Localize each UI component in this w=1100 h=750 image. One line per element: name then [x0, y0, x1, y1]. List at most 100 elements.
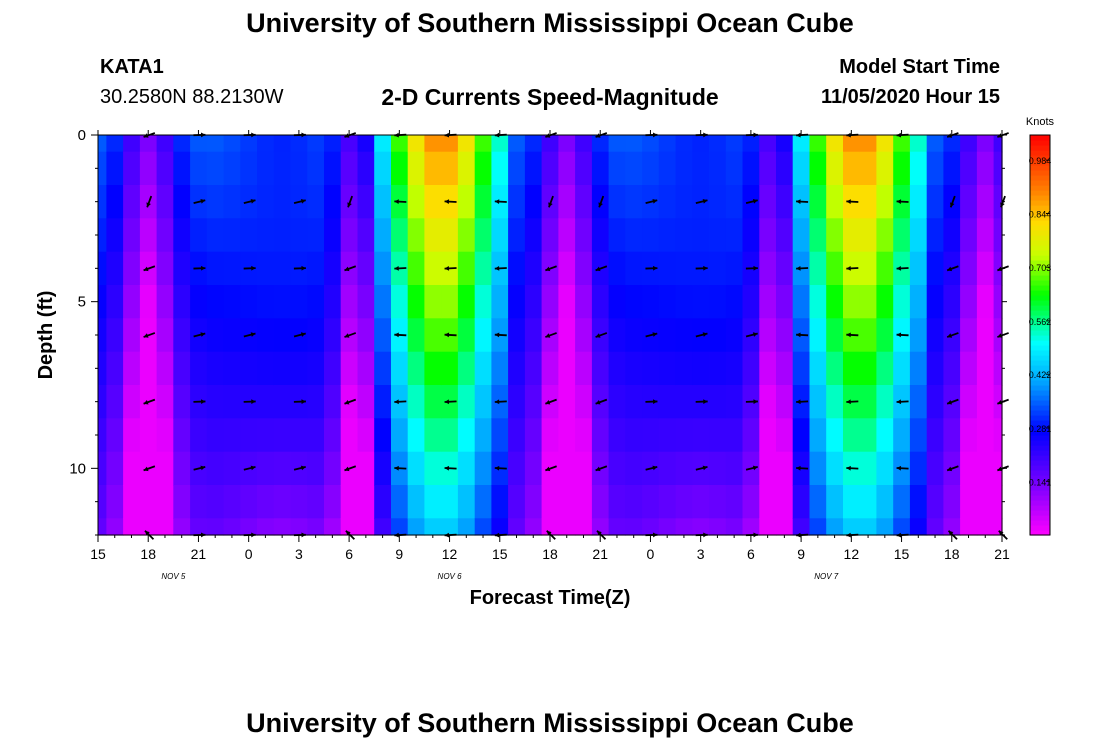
heatmap-cell [826, 285, 844, 319]
heatmap-cell [725, 218, 744, 253]
heatmap-cell [876, 418, 894, 453]
heatmap-cell [692, 485, 710, 519]
heatmap-cell [340, 485, 358, 519]
heatmap-cell [591, 418, 610, 453]
heatmap-cell [374, 151, 392, 186]
heatmap-cell [357, 351, 375, 386]
colorbar-segment [1030, 495, 1050, 501]
heatmap-cell [558, 251, 576, 286]
current-arrow [394, 332, 407, 338]
y-axis-label: Depth (ft) [35, 291, 57, 380]
heatmap-cell [357, 385, 375, 419]
colorbar-tick-label: 0.984 [1029, 156, 1052, 166]
current-arrow [896, 465, 909, 471]
current-arrow [193, 265, 206, 271]
heatmap-cell [106, 385, 124, 419]
heatmap-cell [558, 151, 576, 186]
x-tick-label: 0 [245, 546, 253, 562]
heatmap-cell [725, 135, 744, 153]
heatmap-cell [508, 451, 526, 486]
heatmap-cell [123, 185, 141, 219]
heatmap-cell [123, 151, 141, 186]
heatmap-cell [809, 135, 827, 153]
colorbar-segment [1030, 475, 1050, 481]
heatmap-cell [759, 485, 777, 519]
colorbar-segment [1030, 195, 1050, 201]
heatmap-cell [106, 185, 124, 219]
current-arrow [946, 398, 959, 405]
heatmap-cell [190, 151, 208, 186]
heatmap-cell [273, 285, 292, 319]
current-arrow [695, 399, 708, 405]
x-tick-label: 6 [345, 546, 353, 562]
heatmap-cell [139, 151, 158, 186]
heatmap-cell [240, 518, 258, 536]
heatmap-cell [441, 518, 459, 536]
heatmap-cell [876, 485, 894, 519]
current-arrow [545, 265, 557, 272]
heatmap-cell [675, 351, 693, 386]
colorbar-segment [1030, 285, 1050, 291]
current-arrow [293, 465, 306, 471]
heatmap-cell [859, 451, 877, 486]
colorbar-segment [1030, 305, 1050, 311]
heatmap-cell [692, 218, 710, 253]
heatmap-cell [340, 135, 358, 153]
colorbar-segment [1030, 405, 1050, 411]
current-arrow [146, 195, 153, 208]
heatmap-cell [508, 485, 526, 519]
current-arrow [347, 195, 354, 208]
heatmap-cell [123, 318, 141, 353]
heatmap-cell [826, 251, 844, 286]
heatmap-cell [374, 251, 392, 286]
current-arrow [745, 465, 758, 471]
heatmap-cell [324, 218, 342, 253]
current-arrow [896, 332, 909, 338]
heatmap-cell [206, 351, 225, 386]
heatmap-cell [960, 135, 978, 153]
heatmap-cell [324, 185, 342, 219]
heatmap-cell [926, 251, 944, 286]
heatmap-cell [424, 251, 442, 286]
heatmap-cell [960, 285, 978, 319]
heatmap-cell [843, 351, 861, 386]
heatmap-cell [608, 185, 626, 219]
heatmap-cell [457, 285, 476, 319]
heatmap-cell [407, 418, 425, 453]
current-arrow [745, 332, 758, 338]
heatmap-cell [508, 218, 526, 253]
heatmap-cell [457, 351, 476, 386]
heatmap-cell [491, 285, 509, 319]
heatmap-cell [993, 485, 1003, 519]
heatmap-cell [792, 518, 810, 536]
y-tick-label: 5 [78, 294, 86, 311]
heatmap-cell [893, 351, 911, 386]
heatmap-cell [340, 151, 358, 186]
heatmap-cell [474, 151, 492, 186]
heatmap-cell [725, 418, 744, 453]
heatmap-cell [98, 218, 107, 253]
heatmap-cell [407, 218, 425, 253]
heatmap-cell [307, 418, 325, 453]
current-arrow [394, 399, 407, 405]
heatmap-cell [776, 251, 794, 286]
heatmap-cell [859, 185, 877, 219]
current-arrow [293, 198, 306, 204]
x-tick-label: 15 [894, 546, 910, 562]
colorbar-segment [1030, 145, 1050, 151]
heatmap-cell [139, 135, 158, 153]
heatmap-cell [374, 418, 392, 453]
heatmap-cell [876, 218, 894, 253]
heatmap-cell [692, 135, 710, 153]
heatmap-cell [809, 318, 827, 353]
heatmap-cell [257, 318, 275, 353]
heatmap-cell [859, 485, 877, 519]
heatmap-cell [441, 485, 459, 519]
heatmap-cell [608, 318, 626, 353]
heatmap-cell [776, 418, 794, 453]
heatmap-cell [776, 218, 794, 253]
heatmap-cell [391, 135, 409, 153]
heatmap-cell [223, 518, 241, 536]
heatmap-cell [742, 485, 760, 519]
heatmap-cell [273, 385, 292, 419]
